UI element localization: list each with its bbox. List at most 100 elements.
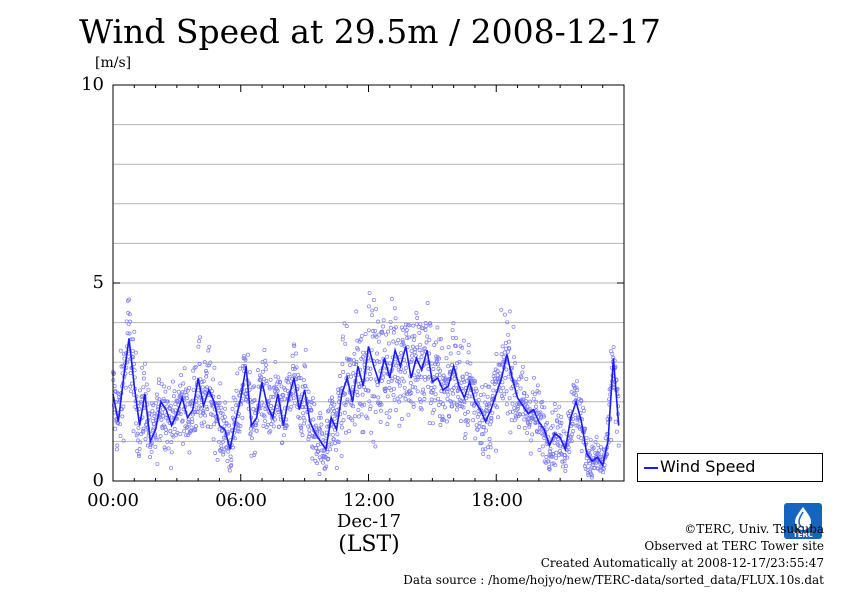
data-point — [182, 366, 187, 371]
data-point — [483, 447, 488, 452]
data-point — [404, 331, 409, 336]
data-point — [414, 311, 419, 315]
data-point — [272, 417, 277, 422]
data-point — [187, 386, 192, 391]
data-point — [159, 417, 164, 422]
data-point — [392, 306, 397, 311]
data-point — [351, 358, 356, 363]
data-point — [583, 466, 588, 471]
data-point — [383, 386, 388, 391]
data-point — [451, 321, 456, 326]
data-point — [221, 450, 226, 455]
data-point — [438, 368, 443, 373]
data-point — [330, 399, 335, 404]
data-point — [196, 406, 201, 411]
data-point — [507, 309, 512, 314]
data-point — [583, 426, 588, 431]
data-point — [562, 459, 567, 464]
data-point — [171, 394, 176, 399]
data-point — [412, 373, 417, 378]
data-point — [314, 452, 319, 456]
data-point — [428, 323, 433, 328]
data-point — [520, 364, 525, 369]
data-point — [164, 427, 168, 432]
data-point — [454, 383, 459, 388]
data-point — [373, 409, 378, 414]
data-point — [137, 388, 142, 393]
data-point — [336, 387, 341, 392]
data-point — [434, 357, 439, 362]
data-point — [541, 414, 546, 419]
data-point — [309, 408, 314, 413]
data-point — [326, 456, 331, 461]
data-point — [326, 409, 330, 414]
data-point — [262, 414, 267, 419]
data-point — [260, 369, 265, 374]
data-point — [216, 439, 221, 444]
data-point — [354, 389, 359, 394]
data-point — [330, 395, 334, 400]
data-point — [438, 423, 443, 427]
data-point — [271, 395, 276, 400]
data-point — [408, 381, 413, 385]
data-point — [420, 350, 425, 355]
data-point — [231, 445, 235, 450]
data-point — [341, 418, 346, 423]
data-point — [210, 389, 214, 394]
data-point — [614, 429, 619, 434]
data-point — [161, 407, 165, 412]
data-point — [387, 415, 392, 420]
data-point — [132, 329, 137, 334]
data-point — [426, 375, 431, 380]
credit-data-source: Data source : /home/hojyo/new/TERC-data/… — [403, 573, 824, 587]
data-point — [155, 396, 160, 401]
data-point — [560, 459, 565, 464]
data-point — [412, 350, 417, 355]
data-point — [508, 409, 513, 414]
data-point — [393, 316, 398, 321]
data-point — [512, 406, 517, 410]
data-point — [276, 410, 281, 414]
data-point — [399, 350, 403, 355]
data-point — [452, 376, 457, 381]
data-point — [428, 321, 433, 326]
data-point — [310, 444, 315, 449]
data-point — [488, 445, 493, 450]
data-point — [303, 364, 308, 369]
data-point — [339, 425, 344, 430]
data-point — [373, 444, 378, 449]
data-point — [318, 427, 323, 432]
data-point — [418, 322, 423, 327]
data-point — [306, 437, 311, 442]
data-point — [311, 417, 316, 422]
data-point — [579, 399, 584, 403]
y-tick-label-10: 10 — [81, 74, 104, 95]
data-point — [141, 385, 146, 390]
data-point — [220, 439, 225, 444]
data-point — [411, 323, 416, 328]
data-point — [356, 407, 361, 412]
data-point — [590, 473, 595, 478]
data-point — [401, 341, 406, 346]
data-point — [334, 466, 339, 470]
data-point — [291, 396, 296, 401]
data-point — [211, 437, 216, 442]
data-point — [422, 391, 427, 396]
data-point — [500, 344, 505, 349]
data-point — [524, 394, 529, 399]
data-point — [430, 421, 435, 426]
data-point — [219, 446, 224, 451]
data-point — [352, 362, 357, 367]
data-point — [282, 385, 287, 390]
data-point — [425, 334, 430, 339]
data-point — [548, 446, 553, 451]
data-point — [454, 402, 459, 407]
data-point — [170, 379, 175, 384]
data-point — [306, 434, 311, 439]
data-point — [423, 328, 428, 332]
data-point — [414, 322, 419, 327]
data-point — [388, 408, 393, 413]
data-point — [267, 399, 271, 403]
data-point — [441, 402, 445, 406]
data-point — [486, 403, 491, 408]
